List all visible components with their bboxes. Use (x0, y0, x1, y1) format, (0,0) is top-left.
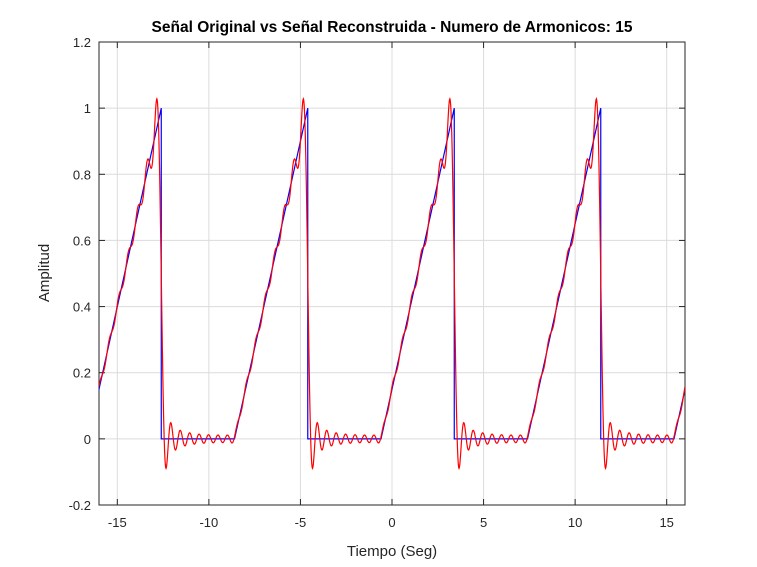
y-tick-label: 1 (84, 101, 91, 116)
y-tick-label: 0.8 (73, 167, 91, 182)
tick-labels: -15 -10 -5 0 5 10 15 -0.2 0 0.2 0.4 0.6 0.8 1 1.2 (69, 35, 674, 530)
series-original-line (99, 108, 685, 440)
x-tick-label: 0 (388, 515, 395, 530)
x-axis-label: Tiempo (Seg) (347, 543, 437, 560)
grid (99, 41, 685, 506)
x-tick-label: 15 (659, 515, 673, 530)
y-tick-label: 0.4 (73, 300, 91, 315)
y-tick-label: -0.2 (69, 498, 91, 513)
y-tick-label: 1.2 (73, 35, 91, 50)
y-tick-label: 0.2 (73, 366, 91, 381)
y-tick-label: 0.6 (73, 233, 91, 248)
series-reconstructed-line (99, 96, 685, 471)
x-tick-label: 5 (480, 515, 487, 530)
series-layer (99, 96, 685, 471)
axis-ticks (99, 41, 685, 506)
y-axis-label: Amplitud (36, 244, 53, 302)
x-tick-label: -5 (295, 515, 307, 530)
x-tick-label: -15 (108, 515, 127, 530)
chart-title: Señal Original vs Señal Reconstruida - N… (152, 19, 633, 36)
y-tick-label: 0 (84, 432, 91, 447)
x-tick-label: 10 (568, 515, 582, 530)
x-tick-label: -10 (199, 515, 218, 530)
